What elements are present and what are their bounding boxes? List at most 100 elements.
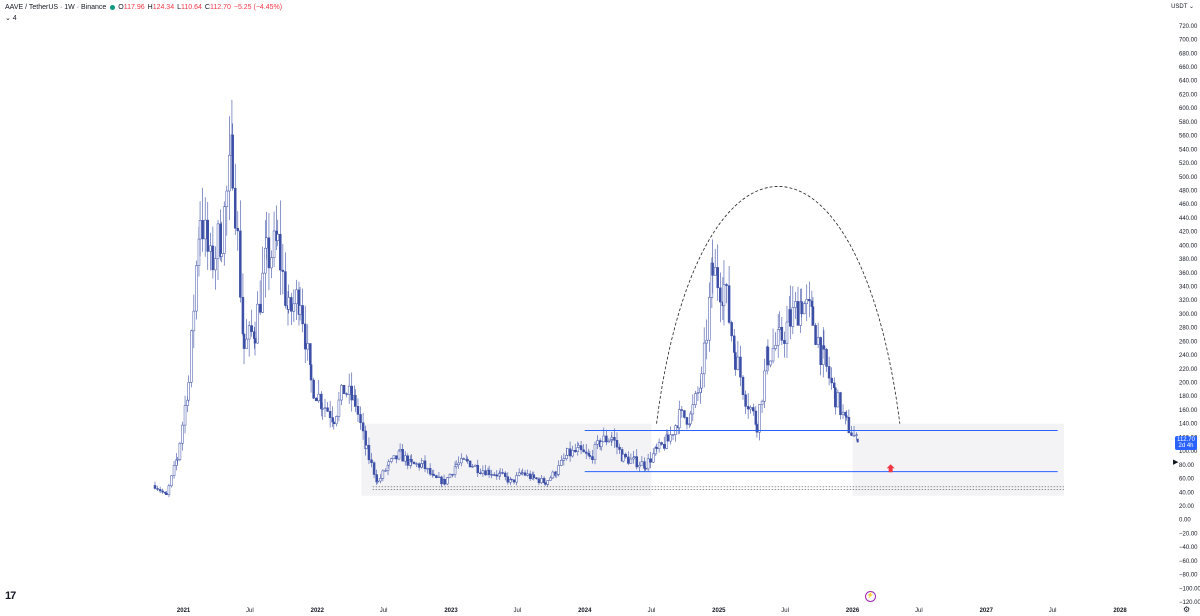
candle-up [192, 310, 196, 332]
gear-icon[interactable]: ⚙ [1183, 605, 1191, 614]
candle-down [361, 422, 365, 432]
candle-up [699, 387, 702, 393]
candle-down [834, 387, 837, 408]
candle-down [746, 406, 750, 410]
candle-up [841, 411, 845, 415]
low-value: 110.64 [181, 4, 202, 11]
candle-down [372, 462, 376, 475]
candle-up [337, 399, 341, 417]
candle-up [292, 303, 296, 312]
candle-up [678, 409, 681, 429]
indicator-toggle[interactable]: ⌄ 4 [5, 15, 17, 22]
candle-up [551, 471, 555, 479]
candle-up [778, 327, 781, 330]
candle-up [700, 373, 703, 389]
symbol-legend[interactable]: AAVE / TetherUS · 1W · Binance O117.96 H12… [5, 3, 282, 12]
tradingview-logo[interactable]: 17 [5, 590, 16, 602]
candle-down [328, 411, 332, 418]
annotation-rectangles [361, 423, 1064, 496]
candle-down [755, 424, 759, 433]
candle-up [576, 447, 580, 452]
currency-selector[interactable]: USDT ⌄ [1171, 4, 1194, 10]
candle-down [796, 301, 800, 326]
x-tick-label: 2023 [444, 608, 458, 614]
candle-up [167, 485, 171, 496]
candle-up [705, 339, 708, 344]
lightning-icon[interactable]: ⚡ [865, 591, 876, 602]
candle-up [557, 465, 560, 475]
candle-down [354, 395, 357, 407]
y-tick-label: 500.00 [1179, 175, 1198, 181]
open-label: O [118, 4, 124, 11]
candle-down [158, 489, 162, 492]
y-tick-label: 560.00 [1179, 134, 1198, 140]
candle-up [481, 470, 485, 474]
candle-up [596, 440, 599, 445]
candle-down [153, 485, 157, 489]
candle-down [827, 366, 831, 379]
candle-up [571, 450, 574, 457]
candle-up [722, 284, 726, 307]
candle-up [340, 385, 343, 401]
candle-down [258, 303, 262, 313]
candle-up [384, 470, 387, 472]
candle-down [711, 262, 714, 276]
y-tick-label: −60.00 [1179, 559, 1198, 565]
candle-down [512, 479, 516, 483]
candle-down [490, 474, 493, 476]
bar-countdown: 2d 4h [1178, 443, 1194, 450]
candle-down [732, 335, 736, 353]
candle-up [306, 343, 310, 350]
candle-up [347, 385, 351, 395]
candle-up [816, 337, 820, 345]
candle-up [713, 267, 717, 276]
accumulation-box-2 [852, 423, 1064, 496]
symbol-title[interactable]: AAVE / TetherUS · 1W · Binance [5, 4, 107, 11]
candle-up [749, 407, 752, 410]
candle-down [487, 469, 491, 475]
x-tick-label: 2022 [311, 608, 325, 614]
candle-down [528, 473, 532, 479]
candle-down [479, 472, 482, 474]
candle-down [510, 478, 513, 481]
candle-down [242, 333, 246, 349]
candle-down [375, 474, 378, 483]
x-tick-label: 2026 [846, 608, 860, 614]
y-tick-label: 340.00 [1179, 284, 1198, 290]
candle-up [774, 345, 777, 349]
candle-up [691, 404, 695, 415]
candle-up [694, 393, 697, 406]
candle-down [819, 337, 822, 365]
candle-up [652, 453, 655, 463]
candle-down [579, 445, 583, 451]
candle-up [387, 461, 390, 466]
candle-down [462, 458, 466, 460]
x-tick-label: Jul [380, 608, 388, 614]
candle-up [457, 462, 460, 465]
candle-up [610, 437, 614, 440]
candle-down [615, 440, 619, 448]
candle-down [649, 458, 652, 463]
y-tick-label: 720.00 [1179, 24, 1198, 30]
candle-up [554, 474, 558, 476]
candle-up [621, 453, 625, 462]
y-tick-label: 160.00 [1179, 408, 1198, 414]
candle-down [839, 392, 842, 415]
candle-up [702, 342, 706, 375]
candle-down [584, 451, 588, 454]
candle-down [662, 444, 666, 449]
chevron-right-icon[interactable]: ▶ [1173, 459, 1179, 466]
candle-up [689, 413, 692, 425]
candle-up [549, 477, 552, 481]
x-tick-label: Jul [246, 608, 254, 614]
candle-down [432, 474, 436, 476]
low-label: L [177, 4, 182, 11]
x-tick-label: Jul [781, 608, 789, 614]
candle-up [638, 464, 641, 468]
candle-up [228, 154, 231, 192]
x-tick-label: 2021 [177, 608, 191, 614]
up-arrow-icon [886, 464, 895, 473]
candle-up [599, 441, 603, 447]
candle-up [852, 435, 856, 437]
